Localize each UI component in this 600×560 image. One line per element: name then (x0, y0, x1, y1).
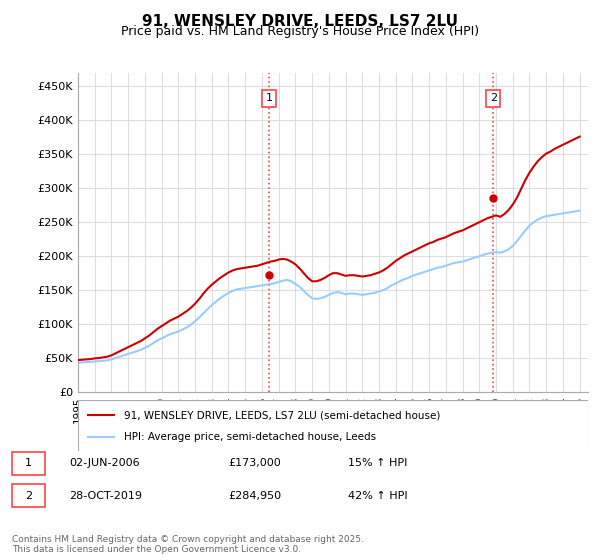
FancyBboxPatch shape (12, 452, 45, 475)
Text: Price paid vs. HM Land Registry's House Price Index (HPI): Price paid vs. HM Land Registry's House … (121, 25, 479, 38)
Text: 91, WENSLEY DRIVE, LEEDS, LS7 2LU: 91, WENSLEY DRIVE, LEEDS, LS7 2LU (142, 14, 458, 29)
Text: 2: 2 (490, 94, 497, 104)
Text: 02-JUN-2006: 02-JUN-2006 (69, 459, 140, 469)
Text: 1: 1 (25, 459, 32, 469)
Text: HPI: Average price, semi-detached house, Leeds: HPI: Average price, semi-detached house,… (124, 432, 376, 442)
Text: 2: 2 (25, 491, 32, 501)
Text: 1: 1 (265, 94, 272, 104)
Text: Contains HM Land Registry data © Crown copyright and database right 2025.
This d: Contains HM Land Registry data © Crown c… (12, 535, 364, 554)
FancyBboxPatch shape (12, 484, 45, 507)
Text: £284,950: £284,950 (228, 491, 281, 501)
Text: 91, WENSLEY DRIVE, LEEDS, LS7 2LU (semi-detached house): 91, WENSLEY DRIVE, LEEDS, LS7 2LU (semi-… (124, 410, 440, 421)
FancyBboxPatch shape (78, 400, 588, 451)
Text: £173,000: £173,000 (228, 459, 281, 469)
Text: 42% ↑ HPI: 42% ↑ HPI (348, 491, 407, 501)
Text: 15% ↑ HPI: 15% ↑ HPI (348, 459, 407, 469)
Text: 28-OCT-2019: 28-OCT-2019 (69, 491, 142, 501)
